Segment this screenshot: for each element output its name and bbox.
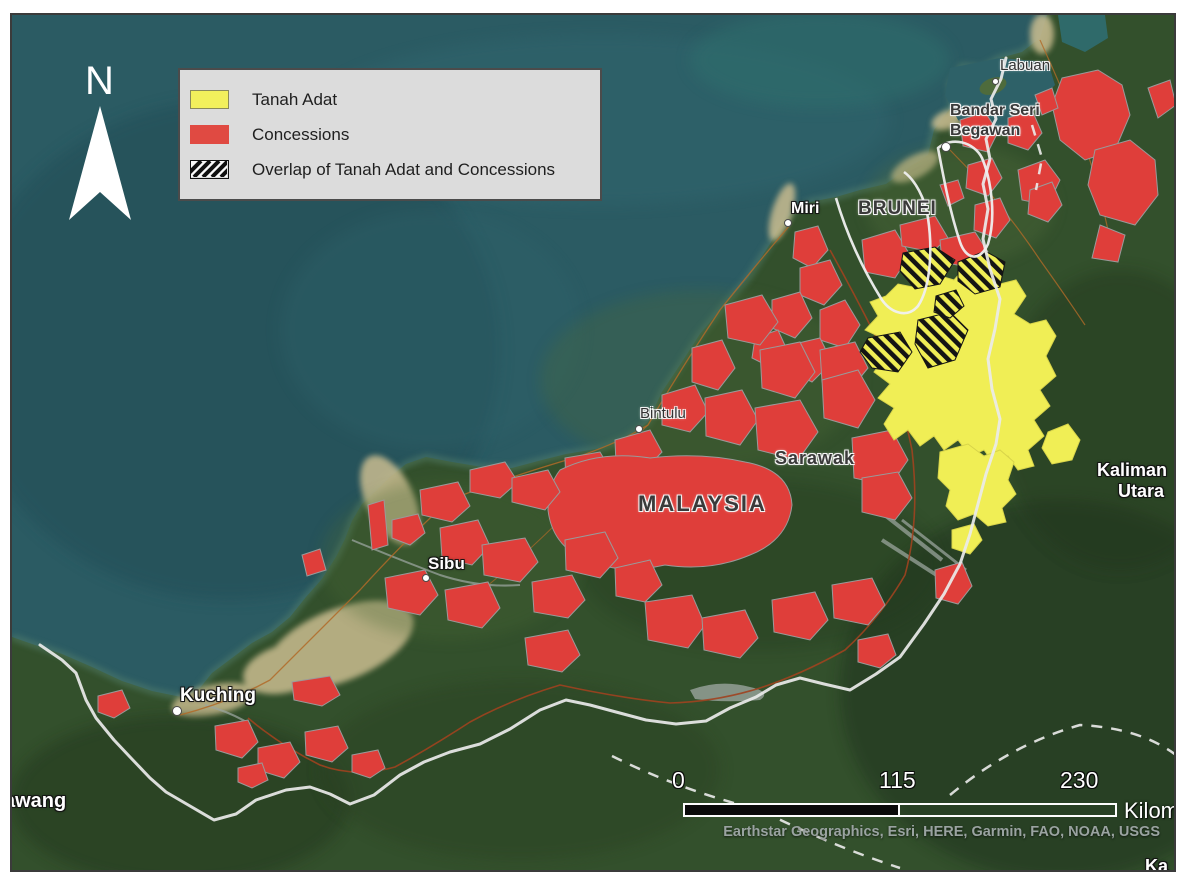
- urban-area: [690, 683, 765, 702]
- label-awang-partial: awang: [10, 790, 67, 812]
- legend-row-concessions: Concessions: [190, 117, 586, 152]
- tanah-adat-swatch: [190, 90, 229, 109]
- label-sarawak: Sarawak: [775, 448, 856, 468]
- dashed-boundaries: [611, 124, 1174, 870]
- scale-unit-label: Kilometers: [1124, 798, 1176, 823]
- city-dot-sibu: [422, 574, 430, 582]
- label-sibu: Sibu: [428, 554, 465, 573]
- label-brunei: BRUNEI: [858, 198, 937, 219]
- brunei-border: [834, 140, 994, 315]
- legend-row-tanah-adat: Tanah Adat: [190, 82, 586, 117]
- scale-tick-230: 230: [1060, 767, 1099, 793]
- overlap-hatch-swatch: [183, 159, 239, 179]
- label-miri: Miri: [791, 200, 820, 217]
- legend-label: Concessions: [252, 124, 350, 144]
- scale-bar-empty-half: [900, 805, 1115, 815]
- map-legend: Tanah Adat Concessions: [178, 68, 602, 201]
- scale-tick-115: 115: [879, 767, 916, 793]
- city-dot-bandar-seri-begawan: [941, 142, 951, 152]
- scale-bar-filled-half: [685, 805, 900, 815]
- scale-tick-0: 0: [672, 767, 685, 793]
- label-kalimantan-partial: Ka: [1145, 856, 1169, 872]
- north-arrow: N: [64, 59, 136, 229]
- label-kalimantan-utara-2: Utara: [1118, 481, 1165, 501]
- legend-label: Overlap of Tanah Adat and Concessions: [252, 159, 556, 179]
- legend-label: Tanah Adat: [252, 89, 338, 109]
- label-bandar-seri-begawan-2: Begawan: [950, 122, 1021, 139]
- scale-bar: [683, 803, 1117, 817]
- landmass-layer: [12, 15, 1174, 870]
- label-kuching: Kuching: [180, 685, 256, 706]
- concessions-swatch: [190, 125, 229, 144]
- basemap-attribution: Earthstar Geographics, Esri, HERE, Garmi…: [723, 824, 1160, 840]
- city-dot-labuan: [992, 78, 999, 85]
- tanah-adat-polygons: [864, 263, 1081, 555]
- label-labuan: Labuan: [1000, 57, 1051, 74]
- city-dot-miri: [784, 219, 792, 227]
- legend-row-overlap: Overlap of Tanah Adat and Concessions: [183, 152, 586, 187]
- north-arrow-icon: [69, 106, 131, 220]
- label-bandar-seri-begawan-1: Bandar Seri: [950, 102, 1040, 119]
- label-kalimantan-utara-1: Kaliman: [1097, 460, 1168, 480]
- north-label: N: [85, 59, 115, 103]
- state-border: [38, 56, 1008, 822]
- label-malaysia: MALAYSIA: [638, 491, 767, 516]
- city-dot-kuching: [172, 706, 182, 716]
- map-canvas: Tanah Adat Concessions: [10, 13, 1176, 872]
- concession-polygons: [97, 69, 1174, 789]
- label-bintulu: Bintulu: [640, 405, 686, 422]
- city-dot-bintulu: [635, 425, 643, 433]
